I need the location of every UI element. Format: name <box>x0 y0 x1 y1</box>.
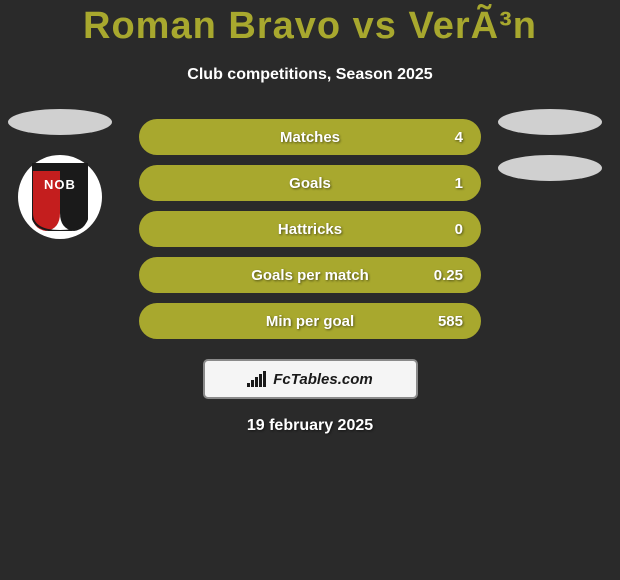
stat-value: 0.25 <box>434 267 463 284</box>
player-right-placeholder-1 <box>498 109 602 135</box>
stat-row: Goals per match 0.25 <box>139 257 481 293</box>
stat-row: Matches 4 <box>139 119 481 155</box>
brand-text: FcTables.com <box>273 371 372 388</box>
bars-icon <box>247 371 269 387</box>
stat-label: Min per goal <box>266 313 354 330</box>
stat-row: Hattricks 0 <box>139 211 481 247</box>
stat-value: 0 <box>455 221 463 238</box>
stat-row: Min per goal 585 <box>139 303 481 339</box>
shield-text: NOB <box>32 177 88 192</box>
stat-value: 585 <box>438 313 463 330</box>
stat-value: 1 <box>455 175 463 192</box>
left-player-col: NOB <box>8 109 112 239</box>
stat-label: Goals per match <box>251 267 369 284</box>
stat-row: Goals 1 <box>139 165 481 201</box>
stats-area: NOB Matches 4 Goals 1 Hattricks 0 Goals … <box>0 119 620 435</box>
team-logo-left: NOB <box>18 155 102 239</box>
brand-logo: FcTables.com <box>247 371 372 388</box>
stat-label: Hattricks <box>278 221 342 238</box>
page-title: Roman Bravo vs VerÃ³n <box>0 5 620 48</box>
stat-label: Goals <box>289 175 331 192</box>
right-player-col <box>498 109 602 201</box>
player-left-placeholder <box>8 109 112 135</box>
stat-rows: Matches 4 Goals 1 Hattricks 0 Goals per … <box>139 119 481 339</box>
comparison-card: Roman Bravo vs VerÃ³n Club competitions,… <box>0 0 620 435</box>
player-right-placeholder-2 <box>498 155 602 181</box>
stat-label: Matches <box>280 129 340 146</box>
date-label: 19 february 2025 <box>0 417 620 435</box>
shield-icon: NOB <box>32 163 88 231</box>
stat-value: 4 <box>455 129 463 146</box>
subtitle: Club competitions, Season 2025 <box>0 66 620 84</box>
brand-box[interactable]: FcTables.com <box>203 359 418 399</box>
